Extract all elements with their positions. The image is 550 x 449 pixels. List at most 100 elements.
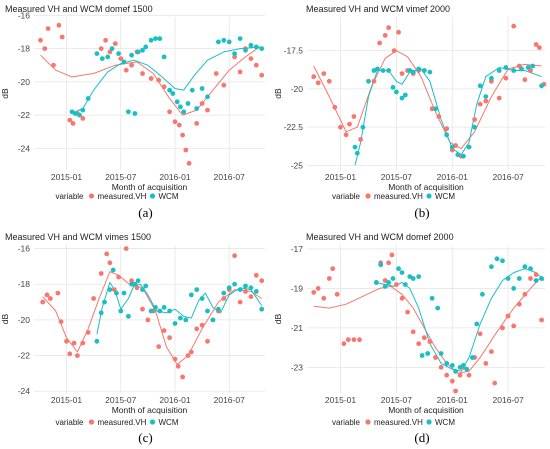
series-smooth-line: [313, 50, 542, 150]
data-point: [178, 104, 183, 110]
data-point: [194, 287, 200, 292]
data-point: [489, 264, 494, 270]
data-point: [444, 132, 450, 138]
chart-panel-2: Measured VH and WCM vimes 1500 -16 -18 -20 -…: [0, 232, 265, 445]
data-point: [248, 56, 254, 61]
data-point: [42, 46, 48, 51]
data-point: [221, 37, 227, 43]
y-tick-label: -18: [18, 44, 31, 54]
data-point: [189, 87, 195, 93]
data-point: [99, 56, 105, 61]
data-point: [382, 284, 388, 289]
legend-marker-measured: [88, 419, 95, 425]
data-point: [172, 356, 178, 362]
y-axis-label: dB: [0, 313, 10, 324]
data-point: [210, 317, 216, 323]
data-point: [102, 299, 107, 305]
data-point: [107, 260, 113, 266]
x-tick-label: 2016-07: [493, 395, 524, 405]
data-point: [522, 264, 528, 270]
data-point: [71, 340, 77, 346]
data-point: [464, 366, 470, 372]
y-tick-label: -16: [18, 244, 31, 254]
data-point: [253, 44, 259, 50]
data-point: [167, 308, 173, 314]
data-point: [199, 296, 205, 301]
data-point: [116, 274, 121, 280]
data-point: [457, 372, 463, 378]
y-tick-label: -19: [291, 283, 304, 293]
x-axis-label: Month of acquisition: [112, 405, 188, 415]
data-point: [311, 290, 317, 295]
data-point: [449, 363, 455, 368]
data-point: [326, 276, 332, 281]
data-point: [511, 23, 517, 29]
y-tick-label: -21: [291, 323, 304, 333]
data-point: [492, 380, 498, 386]
data-point: [109, 46, 115, 51]
data-point: [148, 37, 154, 43]
x-tick-label: 2016-01: [159, 172, 190, 182]
data-point: [525, 65, 531, 70]
data-point: [129, 62, 135, 68]
data-point: [85, 330, 91, 335]
data-point: [221, 290, 227, 296]
data-point: [334, 291, 340, 297]
data-point: [410, 276, 416, 281]
data-point: [140, 306, 145, 312]
data-point: [77, 112, 82, 118]
data-point: [205, 338, 210, 344]
data-point: [67, 117, 73, 123]
data-point: [80, 107, 86, 113]
data-point: [75, 353, 80, 358]
y-tick-label: -16: [18, 10, 31, 20]
data-point: [429, 295, 435, 301]
data-point: [186, 160, 192, 166]
data-point: [221, 82, 227, 88]
data-point: [453, 368, 458, 374]
data-point: [399, 270, 405, 275]
data-point: [205, 94, 210, 100]
data-point: [522, 291, 528, 297]
data-point: [194, 326, 200, 332]
legend-label-measured: measured.VH: [374, 192, 423, 201]
data-point: [321, 295, 327, 301]
data-point: [153, 305, 158, 310]
x-axis-label: Month of acquisition: [388, 182, 464, 192]
data-point: [253, 289, 259, 294]
data-point: [121, 290, 127, 296]
data-point: [402, 282, 408, 287]
data-point: [134, 285, 140, 291]
y-tick-label: -20: [18, 315, 31, 325]
data-point: [259, 46, 265, 51]
data-point: [500, 258, 505, 264]
data-point: [129, 52, 135, 58]
data-point: [444, 361, 450, 366]
data-point: [180, 374, 186, 380]
y-axis-label: dB: [0, 88, 10, 99]
x-axis-label: Month of acquisition: [388, 405, 464, 415]
data-point: [123, 67, 129, 73]
data-point: [427, 339, 433, 345]
data-point: [494, 256, 500, 262]
data-point: [477, 83, 483, 89]
x-tick-label: 2015-07: [381, 172, 412, 182]
x-tick-label: 2016-07: [214, 172, 245, 182]
data-point: [416, 341, 422, 347]
y-axis-label: dB: [273, 313, 283, 324]
data-point: [466, 372, 472, 378]
data-point: [259, 72, 265, 78]
legend-marker-wcm: [426, 193, 432, 199]
data-point: [390, 85, 396, 90]
data-point: [80, 116, 86, 121]
data-point: [237, 287, 243, 292]
data-point: [461, 153, 466, 159]
data-point: [396, 29, 401, 35]
data-point: [528, 276, 533, 281]
panel-label: (b): [414, 205, 429, 220]
data-point: [167, 109, 173, 115]
data-point: [311, 74, 317, 80]
data-point: [380, 68, 386, 73]
data-point: [243, 47, 248, 53]
